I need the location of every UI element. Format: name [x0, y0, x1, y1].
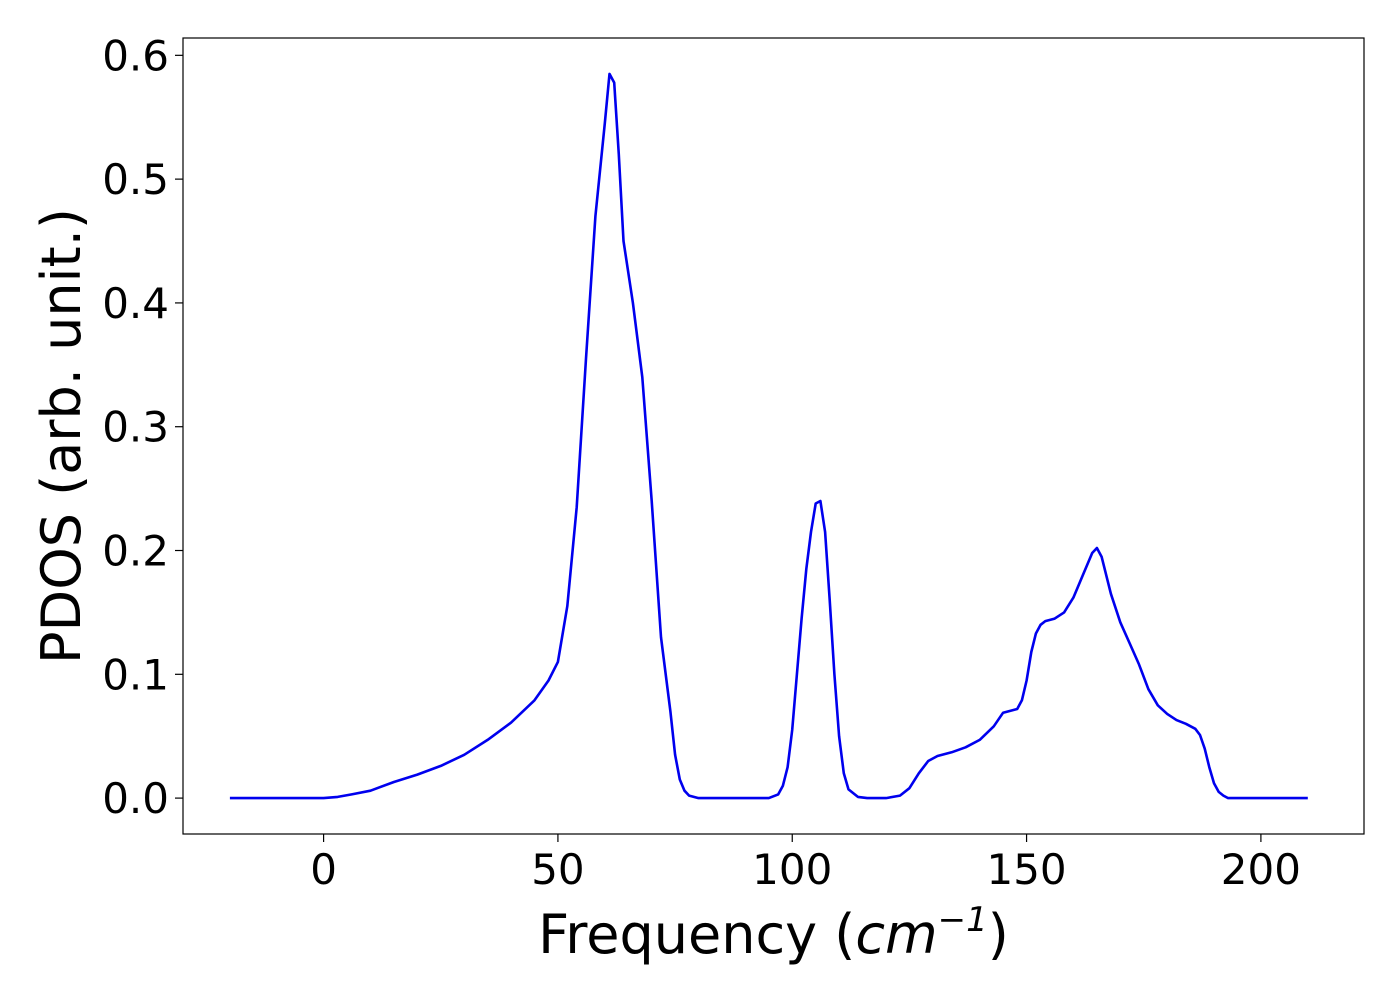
x-axis-label-variable: cm: [855, 903, 937, 966]
x-axis-label: Frequency (cm−1): [538, 900, 1009, 966]
x-tick-label: 150: [986, 845, 1066, 894]
y-tick-label: 0.1: [102, 650, 169, 699]
y-tick-label: 0.5: [102, 155, 169, 204]
y-tick-label: 0.3: [102, 403, 169, 452]
plot-frame: [182, 37, 1365, 835]
x-axis-label-prefix: Frequency (: [538, 903, 855, 966]
plot-area: [229, 72, 1308, 800]
y-tick-label: 0.2: [102, 527, 169, 576]
x-tick-label: 100: [752, 845, 832, 894]
y-tick-label: 0.4: [102, 279, 169, 328]
x-tick-label: 50: [531, 845, 584, 894]
y-axis-label: PDOS (arb. unit.): [30, 208, 93, 664]
x-tick-label: 0: [310, 845, 337, 894]
series-line-0: [229, 72, 1308, 800]
y-axis-ticks: 0.0 0.1 0.2 0.3 0.4 0.5 0.6: [102, 31, 183, 823]
y-tick-label: 0.6: [102, 31, 169, 80]
y-tick-label: 0.0: [102, 774, 169, 823]
x-axis-ticks: 0 50 100 150 200: [310, 834, 1301, 894]
x-tick-label: 200: [1221, 845, 1301, 894]
x-axis-label-exponent: −1: [938, 900, 988, 940]
x-axis-label-suffix: ): [988, 903, 1009, 966]
